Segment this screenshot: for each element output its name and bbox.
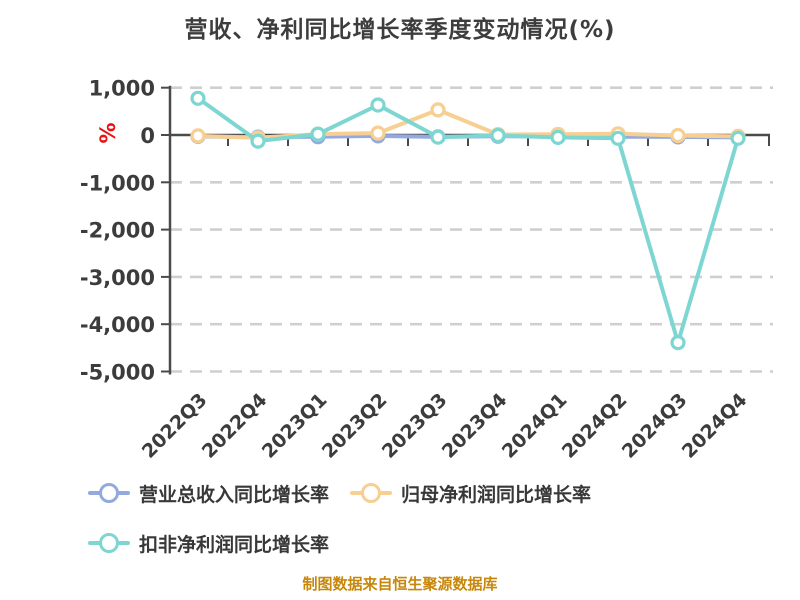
y-tick-label: 0 (140, 124, 155, 148)
data-point-marker (670, 335, 686, 351)
data-point-marker (250, 133, 266, 149)
x-tick-label: 2023Q4 (438, 389, 512, 463)
x-tick-label: 2023Q2 (318, 389, 392, 463)
y-tick-label: 1,000 (89, 77, 155, 101)
x-axis-group: 2022Q32022Q42023Q12023Q22023Q32023Q42024… (138, 136, 770, 463)
data-point-marker (670, 127, 686, 144)
chart-svg: 1,000 0 -1,000 -2,000 -3,000 -4,000 -5,000 202… (80, 77, 773, 463)
legend-item-nongaap-profit-growth: 扣非净利润同比增长率 (88, 530, 329, 556)
x-tick-label: 2023Q3 (378, 389, 452, 463)
legend-label-net-profit-growth: 归母净利润同比增长率 (401, 483, 592, 506)
data-source-note: 制图数据来自恒生聚源数据库 (302, 575, 498, 593)
legend-item-revenue-growth: 营业总收入同比增长率 (88, 480, 329, 506)
data-point-marker (310, 126, 326, 142)
data-point-marker (490, 127, 506, 144)
x-tick-label: 2024Q2 (558, 389, 632, 463)
series-line (196, 107, 740, 140)
legend-marker-nongaap-icon (88, 532, 130, 554)
data-point-marker (190, 90, 206, 106)
y-tick-label: -1,000 (80, 171, 155, 195)
y-axis-group: 1,000 0 -1,000 -2,000 -3,000 -4,000 -5,000 (80, 77, 172, 385)
legend-marker-net-profit-icon (350, 482, 392, 504)
x-tick-label: 2022Q4 (198, 389, 272, 463)
x-tick-label: 2024Q4 (678, 389, 752, 463)
y-tick-label: -3,000 (80, 266, 155, 290)
data-point-marker (370, 125, 386, 141)
data-point-marker (430, 129, 446, 145)
data-point-marker (730, 130, 746, 146)
data-point-marker (610, 130, 626, 146)
x-tick-label: 2022Q3 (138, 389, 212, 463)
x-tick-label: 2024Q3 (618, 389, 692, 463)
legend-item-net-profit-growth: 归母净利润同比增长率 (350, 480, 591, 506)
data-point-marker (550, 129, 566, 145)
legend-marker-revenue-icon (88, 482, 130, 504)
series-line (196, 96, 740, 345)
legend-label-revenue-growth: 营业总收入同比增长率 (139, 483, 330, 506)
legend-label-nongaap-profit-growth: 扣非净利润同比增长率 (139, 533, 330, 556)
data-point-marker (430, 102, 446, 118)
series-group (190, 90, 746, 351)
x-tick-label: 2024Q1 (498, 389, 572, 463)
data-point-marker (370, 97, 386, 113)
y-tick-label: -2,000 (80, 219, 155, 243)
data-point-marker (190, 128, 206, 144)
x-tick-label: 2023Q1 (258, 389, 332, 463)
chart-title: 营收、净利同比增长率季度变动情况(%) (184, 17, 616, 43)
y-tick-label: -5,000 (80, 361, 155, 385)
y-tick-label: -4,000 (80, 313, 155, 337)
y-axis-unit-label: % (96, 122, 120, 143)
